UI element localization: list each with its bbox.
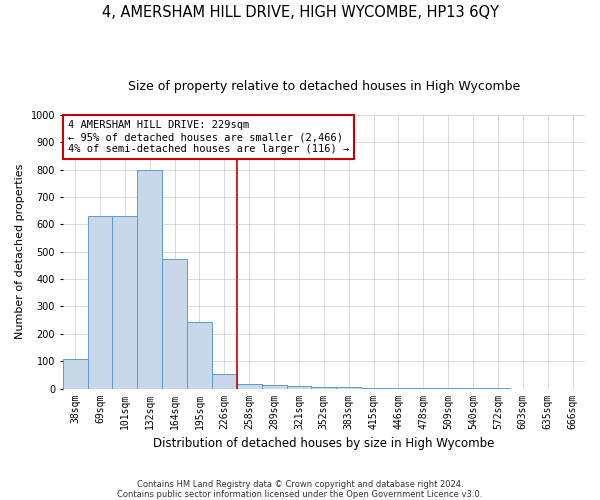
Bar xyxy=(88,216,112,388)
Bar xyxy=(137,170,162,388)
Bar xyxy=(112,216,137,388)
X-axis label: Distribution of detached houses by size in High Wycombe: Distribution of detached houses by size … xyxy=(153,437,494,450)
Y-axis label: Number of detached properties: Number of detached properties xyxy=(15,164,25,340)
Bar xyxy=(262,386,287,388)
Bar xyxy=(62,360,88,388)
Text: 4, AMERSHAM HILL DRIVE, HIGH WYCOMBE, HP13 6QY: 4, AMERSHAM HILL DRIVE, HIGH WYCOMBE, HP… xyxy=(101,5,499,20)
Bar xyxy=(311,387,336,388)
Text: 4 AMERSHAM HILL DRIVE: 229sqm
← 95% of detached houses are smaller (2,466)
4% of: 4 AMERSHAM HILL DRIVE: 229sqm ← 95% of d… xyxy=(68,120,349,154)
Title: Size of property relative to detached houses in High Wycombe: Size of property relative to detached ho… xyxy=(128,80,520,93)
Bar xyxy=(187,322,212,388)
Bar xyxy=(237,384,262,388)
Bar xyxy=(212,374,237,388)
Bar xyxy=(287,386,311,388)
Text: Contains HM Land Registry data © Crown copyright and database right 2024.
Contai: Contains HM Land Registry data © Crown c… xyxy=(118,480,482,499)
Bar xyxy=(162,258,187,388)
